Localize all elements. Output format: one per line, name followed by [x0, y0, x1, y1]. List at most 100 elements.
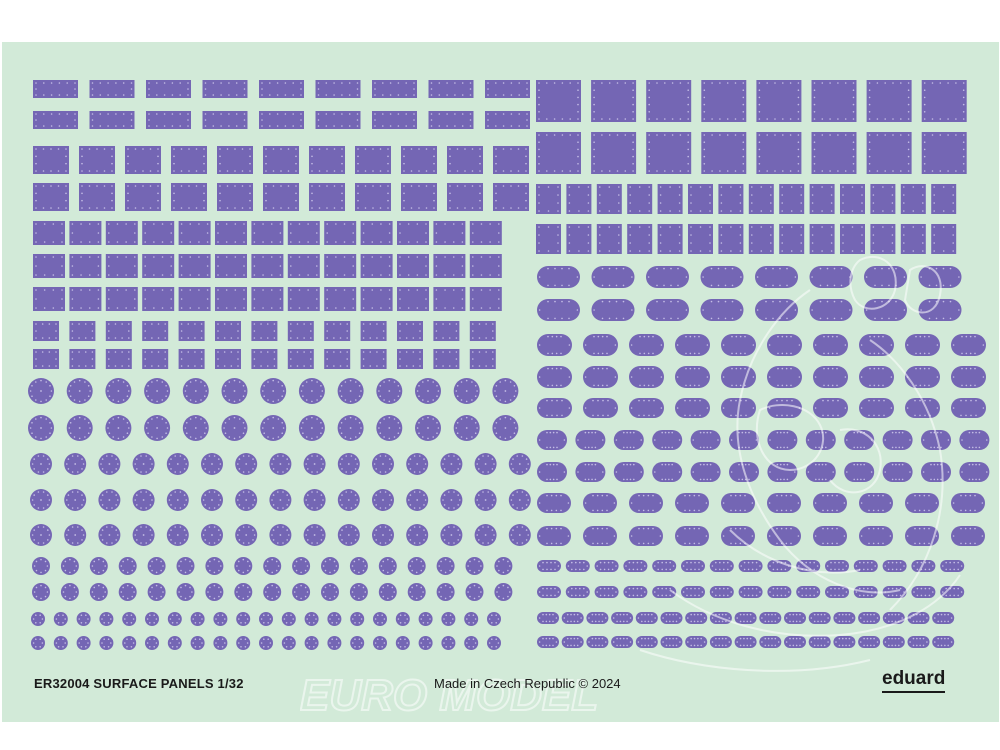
circular-panel [440, 489, 463, 511]
circular-panel [260, 378, 287, 404]
circular-panel [236, 612, 251, 626]
oval-panel [932, 636, 955, 648]
oval-panel [561, 636, 584, 648]
oval-panel [635, 636, 658, 648]
oval-panel [905, 526, 939, 546]
oval-panel [575, 430, 606, 450]
circular-panel [464, 612, 479, 626]
circular-panel [464, 636, 479, 650]
circular-panel [53, 636, 68, 650]
square-panel [596, 224, 622, 254]
rectangular-panel [433, 221, 466, 245]
circular-panel [167, 636, 182, 650]
watermark-figure [639, 255, 961, 672]
oval-panel [844, 462, 875, 482]
rectangular-panel [89, 80, 135, 98]
circular-panel [259, 612, 273, 626]
oval-panel [833, 636, 856, 648]
oval-panel [734, 612, 757, 624]
rectangular-panel [433, 287, 466, 311]
oval-panel [959, 462, 990, 482]
oval-panel [905, 334, 940, 356]
oval-panel [755, 266, 798, 288]
rectangular-panel [79, 146, 115, 174]
rectangular-panel [105, 254, 138, 278]
circular-panel [236, 636, 251, 650]
circular-panel [235, 489, 258, 511]
watermark: EURO MODEL [300, 670, 599, 721]
circular-panel [508, 453, 531, 475]
square-panel [536, 80, 581, 122]
circular-panel [122, 612, 137, 626]
rectangular-panel [263, 183, 299, 211]
square-panel [866, 132, 912, 174]
rectangular-panel [69, 321, 96, 341]
circular-panel [494, 583, 513, 601]
oval-panel [721, 334, 756, 356]
square-panel [748, 184, 774, 214]
oval-panel [652, 462, 683, 482]
square-panel [931, 184, 957, 214]
rectangular-panel [355, 183, 391, 211]
circular-panel [144, 415, 171, 441]
circular-panel [407, 557, 426, 575]
square-panel [536, 184, 561, 214]
rectangular-panel [397, 254, 429, 278]
oval-panel [575, 462, 606, 482]
oval-panel [623, 560, 648, 572]
oval-panel [882, 636, 905, 648]
circular-panel [303, 489, 326, 511]
oval-panel [583, 366, 618, 388]
rectangular-panel [105, 349, 132, 369]
square-panel [536, 224, 561, 254]
rectangular-panel [105, 287, 138, 311]
oval-panel [921, 430, 951, 450]
oval-panel [951, 366, 986, 388]
circular-panel [190, 636, 205, 650]
oval-panel [565, 586, 590, 598]
circular-panel [190, 612, 205, 626]
rectangular-panel [69, 254, 102, 278]
circular-panel [406, 453, 429, 475]
watermark-text: EURO MODEL [300, 671, 598, 720]
rectangular-panel [142, 287, 175, 311]
circular-panel [415, 378, 441, 404]
rectangular-panel [401, 183, 437, 211]
oval-panel [690, 462, 721, 482]
rectangular-panel [360, 321, 387, 341]
rectangular-panel [287, 321, 314, 341]
square-panel [566, 184, 592, 214]
oval-panel [700, 299, 744, 321]
oval-panel [796, 586, 821, 598]
square-panel [627, 224, 653, 254]
oval-panel [675, 493, 709, 513]
rectangular-panel [251, 254, 284, 278]
square-panel [657, 184, 683, 214]
circular-panel [474, 453, 497, 475]
circular-panel [349, 583, 368, 601]
oval-panel [583, 334, 618, 356]
oval-panel [858, 612, 881, 624]
rectangular-panel [251, 287, 284, 311]
square-panel [688, 184, 713, 214]
oval-panel [586, 612, 609, 624]
circular-panel [201, 489, 223, 511]
circular-panel [474, 489, 497, 511]
square-panel [536, 132, 581, 174]
oval-panel [646, 299, 689, 321]
rectangular-panel [287, 221, 320, 245]
rectangular-panel [217, 146, 253, 174]
circular-panel [260, 415, 287, 441]
oval-panel [629, 526, 663, 546]
rectangular-panel [33, 349, 59, 369]
rectangular-panel [469, 349, 496, 369]
oval-panel [685, 636, 708, 648]
circular-panel [60, 557, 79, 575]
oval-panel [813, 493, 847, 513]
circular-panel [281, 636, 296, 650]
circular-panel [30, 524, 52, 546]
square-panel [921, 80, 967, 122]
square-panel [591, 132, 637, 174]
square-panel [657, 224, 683, 254]
